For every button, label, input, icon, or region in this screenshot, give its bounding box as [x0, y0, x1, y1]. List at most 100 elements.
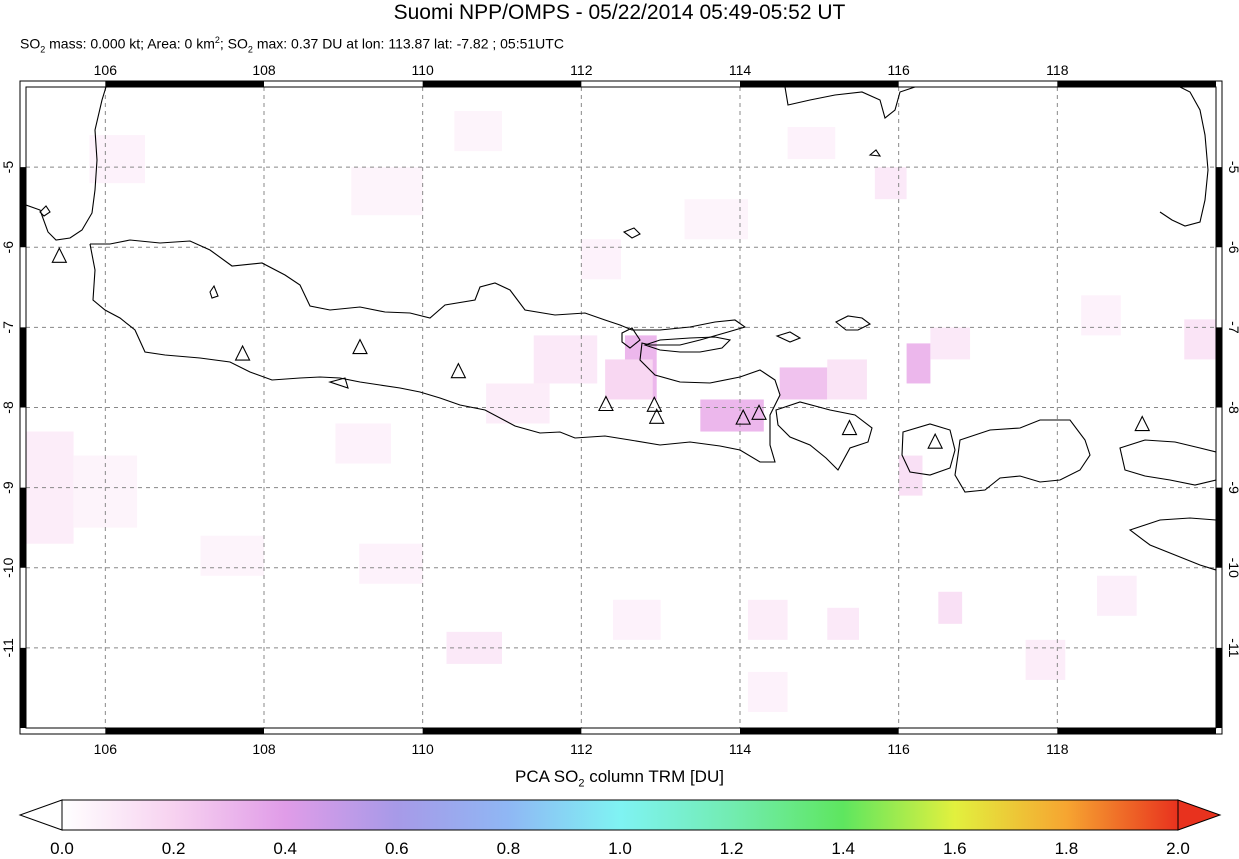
lon-tick-label-bottom: 110	[412, 741, 435, 757]
lat-tick-label-left: -7	[0, 321, 16, 334]
so2-pixel	[684, 199, 748, 240]
volcano-triangle-icon	[450, 362, 467, 379]
subtitle-max-text: max: 0.37 DU at lon: 113.87 lat: -7.82 ;…	[252, 35, 564, 52]
coast-bali	[775, 401, 873, 471]
lon-tick-label-bottom: 106	[94, 741, 118, 757]
lat-tick-label-left: -9	[0, 481, 16, 494]
lat-tick-label-right: -8	[1226, 401, 1239, 414]
coast-borneo	[784, 87, 916, 119]
lat-tick-label-right: -5	[1226, 161, 1239, 174]
coast-java	[89, 239, 781, 463]
lat-tick-label-right: -9	[1226, 481, 1239, 494]
coast-small-2	[209, 284, 219, 299]
frame-bar-right	[1216, 647, 1222, 728]
so2-pixel	[351, 167, 423, 216]
lon-tick-label-top: 116	[888, 62, 911, 78]
so2-pixel	[1081, 295, 1121, 336]
coast-lombok	[901, 423, 956, 476]
so2-pixel	[26, 431, 74, 544]
colorbar-tick-label: 0.4	[273, 839, 298, 858]
so2-pixel	[73, 455, 138, 528]
so2-pixel	[779, 367, 828, 400]
frame-bar-right	[1216, 327, 1222, 408]
frame-bar-left	[20, 167, 26, 248]
lon-tick-label-bottom: 112	[570, 741, 593, 757]
lon-tick-label-top: 118	[1046, 62, 1069, 78]
volcano-triangle-icon	[598, 395, 614, 412]
so2-pixel	[938, 591, 963, 624]
colorbar-min-arrow	[18, 799, 63, 831]
coast-small-4	[621, 327, 641, 349]
so2-pixel	[200, 535, 264, 576]
colorbar-tick-label: 1.6	[942, 839, 967, 858]
colorbar	[18, 799, 1222, 831]
so2-pixel	[454, 111, 502, 152]
lon-tick-label-top: 110	[412, 62, 435, 78]
so2-pixel	[747, 671, 788, 712]
lat-tick-label-right: -11	[1226, 638, 1239, 657]
lat-tick-label-right: -10	[1226, 558, 1239, 578]
colorbar-tick-label: 0.6	[384, 839, 409, 858]
volcano-triangle-icon	[927, 432, 944, 449]
coast-island-small-1	[39, 205, 51, 217]
frame-bar-right	[1216, 487, 1222, 568]
coast-flores	[1119, 439, 1216, 486]
volcano-triangle-icon	[1134, 415, 1151, 432]
lon-tick-label-top: 108	[252, 62, 276, 78]
so2-pixel	[874, 167, 907, 200]
colorbar-title: PCA SO2 column TRM [DU]	[0, 767, 1239, 789]
colorbar-title-main: PCA SO	[515, 767, 579, 786]
so2-pixel	[747, 599, 788, 640]
frame-bar-left	[20, 647, 26, 728]
frame-bar-bottom	[740, 728, 899, 734]
colorbar-gradient	[61, 799, 1179, 831]
lat-tick-label-left: -6	[0, 241, 16, 254]
coast-karimunjawa	[622, 227, 641, 239]
so2-pixel-layer	[26, 111, 1216, 712]
so2-pixel	[1025, 639, 1066, 680]
so2-pixel	[533, 335, 598, 384]
lat-tick-label-left: -8	[0, 401, 16, 414]
so2-pixel	[787, 127, 836, 160]
lon-tick-label-bottom: 116	[888, 741, 911, 757]
coast-sumbawa	[954, 419, 1091, 493]
subtitle-area-sup: 2	[214, 35, 220, 45]
colorbar-tick-label: 0.8	[496, 839, 521, 858]
lon-tick-label-bottom: 108	[252, 741, 276, 757]
so2-pixel	[89, 135, 145, 184]
volcano-triangle-icon	[234, 344, 251, 361]
subtitle-mass-text: mass: 0.000 kt; Area: 0 km	[45, 35, 215, 52]
colorbar-tick-label: 1.8	[1054, 839, 1079, 858]
frame-bar-top	[422, 81, 582, 87]
coast-sumatra	[26, 87, 107, 241]
lon-tick-label-bottom: 118	[1046, 741, 1069, 757]
frame-bar-top	[105, 81, 264, 87]
colorbar-tick-label: 2.0	[1166, 839, 1190, 858]
coast-sulawesi	[1159, 87, 1209, 227]
subtitle-max-sub: 2	[247, 44, 253, 55]
so2-pixel	[700, 399, 764, 432]
so2-pixel	[827, 359, 867, 400]
frame-bar-bottom	[1057, 728, 1216, 734]
frame-bar-bottom	[105, 728, 264, 734]
lat-tick-label-right: -6	[1226, 241, 1239, 254]
volcano-triangle-icon	[51, 247, 68, 263]
so2-pixel	[827, 607, 859, 640]
frame-bar-left	[20, 327, 26, 408]
lon-tick-label-top: 106	[94, 62, 118, 78]
colorbar-title-sub: 2	[578, 777, 585, 790]
map-tick-labels: 106 106 108 108 110 110 112 112 114 114 116 116 118 1…	[0, 62, 1239, 757]
coast-madura	[643, 336, 732, 353]
colorbar-tick-label: 1.0	[608, 839, 632, 858]
frame-bar-right	[1216, 167, 1222, 248]
so2-pixel	[1097, 575, 1137, 616]
colorbar-tick-label: 1.2	[719, 839, 744, 858]
so2-pixel	[335, 423, 391, 464]
so2-pixel	[898, 455, 923, 496]
so2-pixel	[359, 543, 423, 584]
frame-bar-bottom	[422, 728, 582, 734]
volcano-triangle-icon	[352, 338, 368, 355]
coast-small-5	[328, 377, 349, 389]
so2-pixel	[1184, 319, 1216, 360]
volcano-triangle-icon	[648, 408, 665, 424]
